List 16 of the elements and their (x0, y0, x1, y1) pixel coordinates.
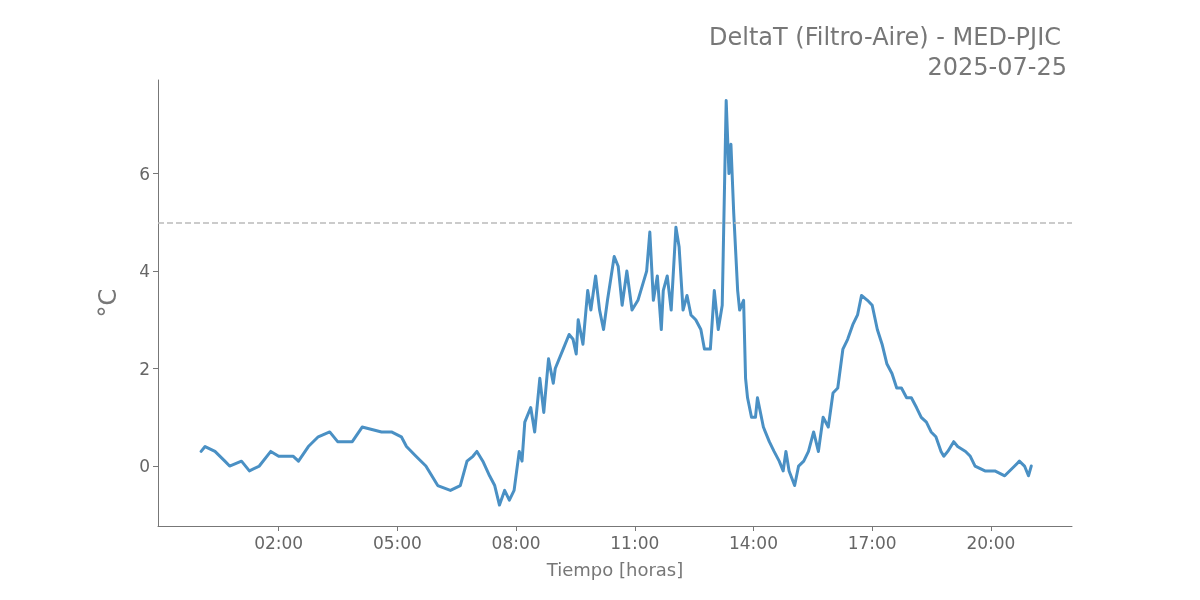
y-axis-title: °C (94, 288, 122, 318)
y-tick-label: 6 (139, 163, 150, 184)
x-axis-title: Tiempo [horas] (545, 558, 684, 580)
x-tick-label: 20:00 (966, 532, 1016, 553)
x-tick-label: 14:00 (728, 532, 778, 553)
x-tick-label: 17:00 (847, 532, 897, 553)
chart-subtitle: 2025-07-25 (927, 53, 1068, 81)
x-tick-label: 08:00 (491, 532, 541, 553)
x-tick-label: 02:00 (254, 532, 304, 553)
y-tick-label: 0 (139, 456, 150, 477)
y-tick-label: 4 (139, 261, 150, 282)
x-tick-label: 05:00 (372, 532, 422, 553)
chart-title: DeltaT (Filtro-Aire) - MED-PJIC (709, 23, 1062, 51)
x-tick-label: 11:00 (610, 532, 660, 553)
line-series (199, 98, 1033, 507)
y-tick-label: 2 (139, 358, 150, 379)
